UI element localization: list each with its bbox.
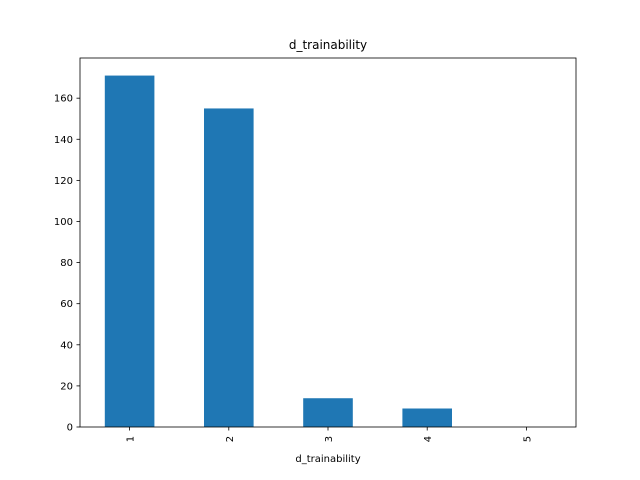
y-tick-label-160: 160 (54, 94, 73, 105)
y-tick-label-20: 20 (60, 381, 73, 392)
x-axis-ticks: 1 2 3 4 5 (126, 427, 533, 442)
y-tick-label-100: 100 (54, 217, 73, 228)
bar-2 (204, 108, 254, 427)
x-tick-label-4: 4 (423, 436, 434, 442)
y-axis-ticks: 0 20 40 60 80 100 120 140 160 (54, 94, 80, 434)
x-tick-label-5: 5 (522, 436, 533, 442)
y-tick-label-60: 60 (60, 299, 73, 310)
bar-3 (303, 398, 353, 427)
x-tick-label-3: 3 (324, 436, 335, 442)
y-tick-label-40: 40 (60, 340, 73, 351)
bars-group (104, 75, 452, 427)
bar-4 (402, 408, 452, 427)
y-tick-label-140: 140 (54, 135, 73, 146)
y-tick-label-80: 80 (60, 258, 73, 269)
x-axis-title: d_trainability (295, 454, 360, 465)
chart-title: d_trainability (289, 38, 367, 52)
plot-frame (79, 57, 577, 428)
bar-1 (104, 75, 155, 427)
x-tick-label-1: 1 (126, 436, 137, 442)
y-tick-label-120: 120 (54, 176, 73, 187)
y-tick-label-0: 0 (67, 423, 73, 434)
x-tick-label-2: 2 (225, 436, 236, 442)
